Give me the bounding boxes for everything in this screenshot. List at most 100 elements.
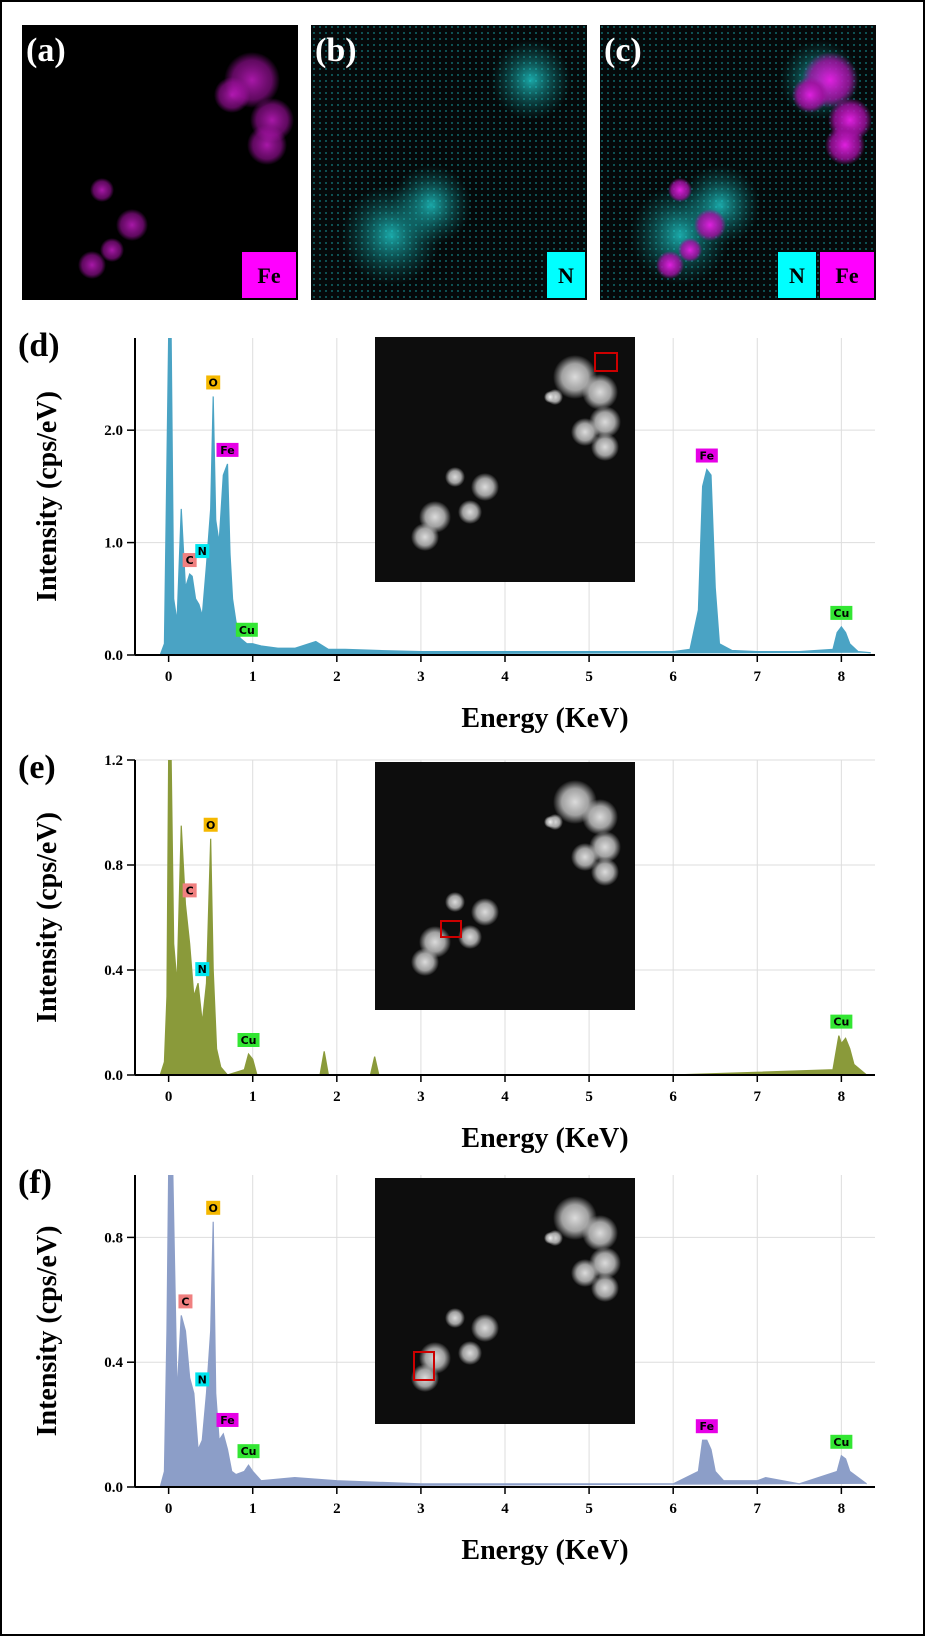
x-axis-label: Energy (KeV) — [461, 1123, 628, 1154]
x-tick-label: 2 — [333, 669, 341, 685]
x-tick-label: 8 — [838, 1089, 846, 1105]
peak-tag-label: N — [198, 963, 207, 976]
x-tick-label: 5 — [585, 1501, 593, 1517]
spectrum-panel: C N O Cu Cu 0 1 2 3 4 5 6 7 8 0.0 0.4 0.8 1.2 Energy (KeV)… — [18, 749, 875, 1154]
y-axis-label: Intensity (cps/eV) — [32, 812, 63, 1023]
peak-tag-label: Cu — [241, 1034, 257, 1047]
peak-tag — [216, 1412, 239, 1427]
y-tick-label: 1.2 — [104, 753, 123, 769]
tem-particle — [582, 374, 618, 410]
x-tick-label: 8 — [838, 1501, 846, 1517]
tem-particle — [458, 925, 482, 949]
x-tick-label: 2 — [333, 1501, 341, 1517]
element-tag-label: N — [789, 263, 805, 288]
y-tick-label: 0.8 — [104, 858, 123, 874]
x-axis-label: Energy (KeV) — [461, 703, 628, 734]
selection-box — [413, 1351, 435, 1381]
peak-tag — [178, 1294, 193, 1309]
y-tick-label: 0.8 — [104, 1230, 123, 1246]
tem-particle — [591, 858, 619, 886]
map-signal — [694, 209, 726, 241]
peak-tag-label: Cu — [239, 624, 255, 637]
peak-tag — [195, 544, 210, 559]
map-signal — [792, 77, 828, 113]
spectrum-area — [159, 760, 867, 1075]
y-tick-label: 1.0 — [104, 536, 123, 552]
peak-tag-label: Cu — [833, 1436, 849, 1449]
map-signal — [678, 238, 702, 262]
x-tick-label: 1 — [249, 1089, 257, 1105]
x-tick-label: 7 — [754, 1089, 762, 1105]
tem-particle — [411, 1364, 439, 1392]
peak-tag — [203, 817, 218, 832]
map-signal — [100, 238, 124, 262]
y-tick-label: 2.0 — [104, 423, 123, 439]
x-tick-label: 7 — [754, 1501, 762, 1517]
tem-particle — [471, 1314, 499, 1342]
y-tick-label: 0.0 — [104, 1480, 123, 1496]
x-tick-label: 6 — [669, 1501, 677, 1517]
spectrum-area — [159, 338, 871, 655]
peak-tag-label: Fe — [220, 444, 235, 457]
x-tick-label: 2 — [333, 1089, 341, 1105]
x-tick-label: 1 — [249, 669, 257, 685]
map-signal — [391, 165, 471, 245]
x-tick-label: 6 — [669, 1089, 677, 1105]
x-tick-label: 0 — [165, 1501, 173, 1517]
tem-particle — [471, 898, 499, 926]
peak-tag-label: C — [186, 884, 194, 897]
peak-tag-label: Fe — [220, 1414, 235, 1427]
tem-particle — [445, 467, 465, 487]
element-tag-label: Fe — [257, 263, 280, 288]
map-label: (b) — [315, 32, 357, 69]
x-tick-label: 4 — [501, 1089, 509, 1105]
peak-tag — [182, 883, 197, 898]
x-tick-label: 8 — [838, 669, 846, 685]
map-signal — [825, 125, 865, 165]
tem-particle — [544, 391, 556, 403]
map-signal — [90, 178, 114, 202]
map-signal — [214, 77, 250, 113]
x-tick-label: 0 — [165, 1089, 173, 1105]
peak-tag — [830, 605, 853, 620]
y-tick-label: 0.4 — [104, 963, 123, 979]
y-tick-label: 0.0 — [104, 1068, 123, 1084]
map-signal — [656, 251, 684, 279]
element-tag — [242, 252, 296, 298]
peak-tag — [195, 1372, 210, 1387]
y-tick-label: 0.4 — [104, 1355, 123, 1371]
peak-tag-label: Cu — [241, 1445, 257, 1458]
peak-tag — [830, 1434, 853, 1449]
element-tag-label: Fe — [835, 263, 858, 288]
peak-tag — [182, 553, 197, 568]
tem-particle — [582, 799, 618, 835]
y-tick-label: 0.0 — [104, 648, 123, 664]
tem-particle — [571, 1259, 599, 1287]
spectrum-panel: C N O Fe Cu Fe Cu 0 1 2 3 4 5 6 7 8 0.0 0.4 0.8 Energy (KeV… — [18, 1164, 875, 1566]
element-tag — [547, 252, 585, 298]
x-tick-label: 0 — [165, 669, 173, 685]
peak-tag-label: O — [206, 819, 215, 832]
x-tick-label: 3 — [417, 1501, 425, 1517]
element-tag — [820, 252, 874, 298]
panel-label: (e) — [18, 749, 56, 786]
tem-particle — [458, 500, 482, 524]
tem-particle — [571, 418, 599, 446]
peak-tag-label: C — [181, 1295, 189, 1308]
peak-tag — [235, 622, 258, 637]
panel-label: (d) — [18, 327, 60, 364]
peak-tag-label: O — [209, 1202, 218, 1215]
map-signal — [668, 178, 692, 202]
tem-particle — [471, 473, 499, 501]
peak-tag — [830, 1014, 853, 1029]
peak-tag-label: C — [186, 554, 194, 567]
map-label: (a) — [26, 32, 66, 69]
spectrum-panel: CN O Fe Cu Fe Cu 0 1 2 3 4 5 6 7 8 0.0 1.0 2.0 Energy (KeV… — [18, 327, 875, 734]
peak-tag-label: Cu — [833, 607, 849, 620]
x-tick-label: 3 — [417, 669, 425, 685]
peak-tag — [237, 1444, 260, 1459]
tem-particle — [591, 1274, 619, 1302]
tem-particle — [591, 433, 619, 461]
x-tick-label: 6 — [669, 669, 677, 685]
map-signal — [78, 251, 106, 279]
